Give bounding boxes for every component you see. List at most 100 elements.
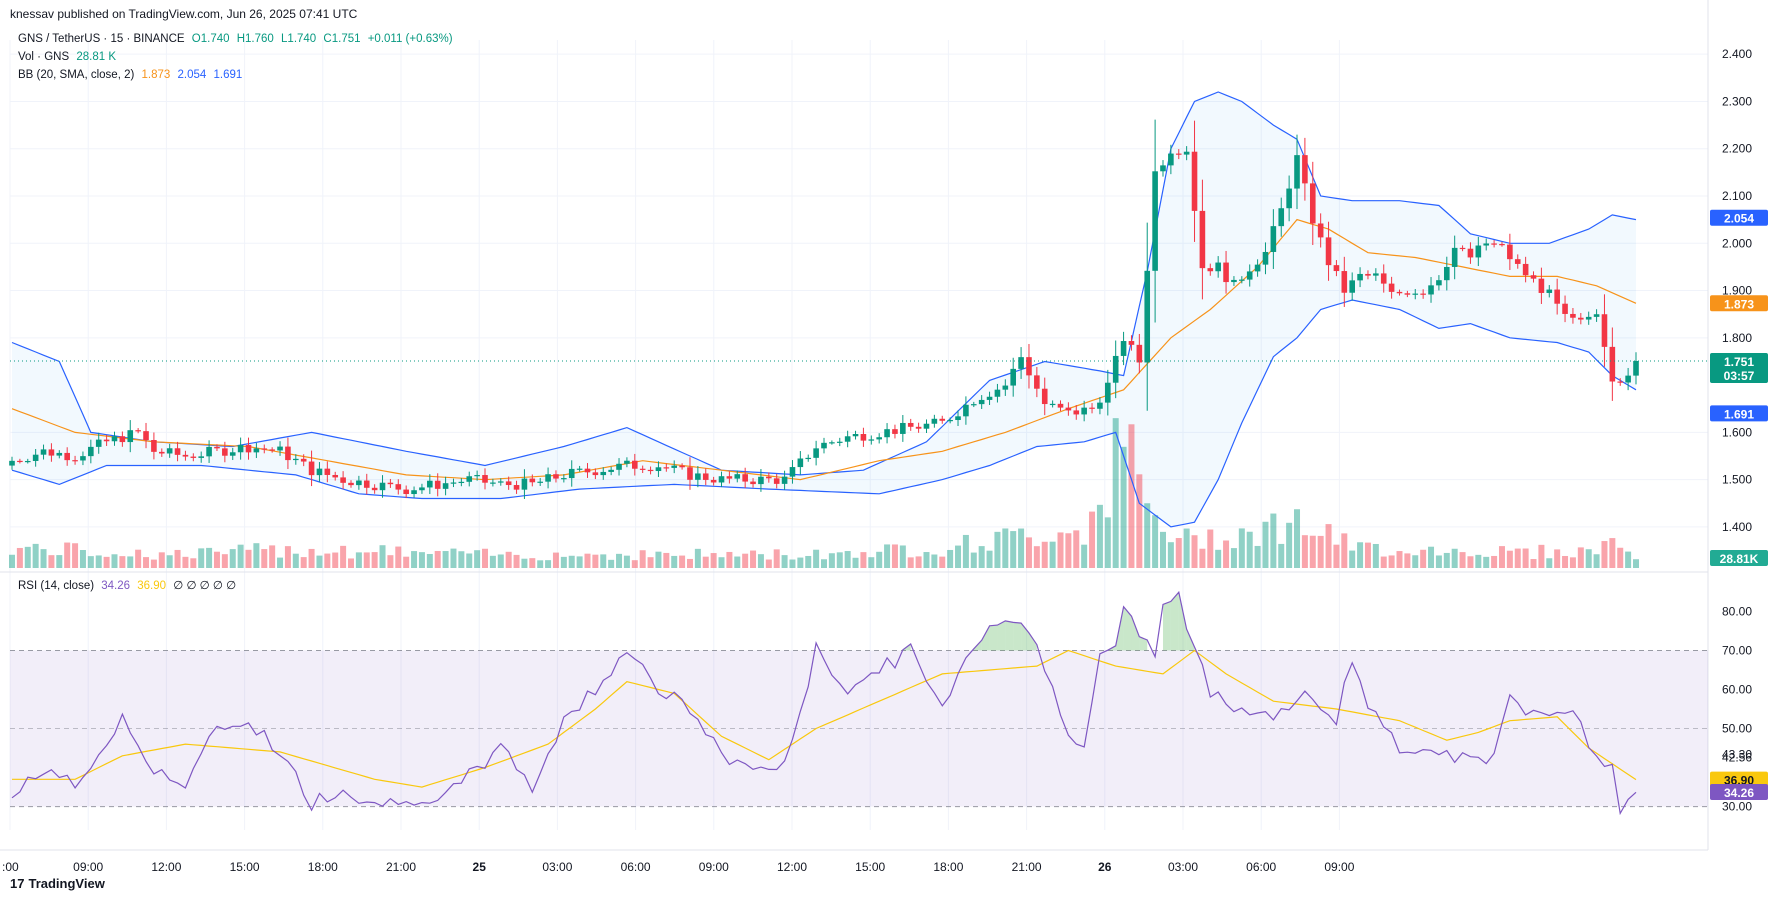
volume-bar — [316, 555, 323, 568]
volume-bar — [1459, 552, 1466, 568]
candle-body — [663, 467, 670, 469]
candle-body — [1081, 407, 1087, 415]
volume-bar — [702, 556, 709, 568]
rsi-badge-bg — [1710, 783, 1768, 800]
candle-body — [403, 489, 409, 495]
publish-header: knessav published on TradingView.com, Ju… — [10, 7, 358, 21]
rsi-tick-label: 50.00 — [1722, 722, 1752, 736]
candle-body — [994, 389, 1001, 397]
candle-body — [237, 444, 244, 453]
volume-bar — [1057, 532, 1064, 568]
volume-bar — [1215, 549, 1222, 568]
volume-bar — [1554, 549, 1561, 568]
candle-body — [1270, 226, 1277, 252]
volume-bar — [813, 549, 820, 568]
candle-body — [466, 476, 473, 482]
volume-bar — [379, 545, 386, 568]
candle-body — [56, 452, 63, 456]
candle-body — [253, 448, 260, 453]
volume-legend[interactable]: Vol · GNS 28.81 K — [18, 51, 120, 63]
candle-body — [1617, 381, 1624, 383]
candle-body — [419, 487, 425, 491]
volume-bar — [1175, 538, 1182, 568]
volume-bar — [213, 551, 220, 568]
candle-body — [95, 439, 102, 447]
volume-bar — [1128, 424, 1135, 568]
volume-bar — [923, 552, 930, 568]
candle-body — [939, 418, 946, 421]
time-tick-label: 06:00 — [1246, 860, 1276, 874]
volume-bar — [158, 552, 165, 568]
candle-body — [1365, 273, 1371, 276]
candle-body — [332, 474, 339, 478]
candle-body — [103, 439, 110, 442]
bb-upper-badge: 2.054 — [1724, 212, 1754, 226]
volume-bar — [40, 549, 47, 568]
time-tick-label: 09:00 — [1324, 860, 1354, 874]
volume-bar — [592, 554, 599, 568]
bb-lower-value: 1.691 — [213, 69, 243, 81]
volume-bar — [616, 553, 623, 568]
candle-body — [166, 448, 173, 454]
candle-body — [1152, 171, 1158, 271]
candle-body — [955, 416, 961, 421]
candle-body — [340, 477, 346, 483]
symbol-title[interactable]: GNS / TetherUS · 15 · BINANCE — [18, 33, 185, 45]
candle-body — [900, 422, 906, 434]
volume-bar — [1380, 556, 1387, 568]
volume-bar — [671, 555, 678, 568]
time-tick-label: 15:00 — [230, 860, 260, 874]
volume-bar — [663, 552, 670, 568]
rsi-tick-label: 60.00 — [1722, 682, 1752, 696]
volume-bar — [143, 557, 150, 568]
candle-body — [986, 396, 993, 400]
volume-bar — [277, 557, 284, 568]
candle-body — [1341, 271, 1348, 293]
volume-bar — [150, 559, 157, 568]
bb-upper-badge-bg — [1710, 209, 1768, 226]
candle-body — [1443, 266, 1450, 281]
volume-bar — [111, 554, 118, 568]
volume-bar — [1278, 543, 1285, 568]
rsi-band-fill — [10, 650, 1708, 807]
bb-legend[interactable]: BB (20, SMA, close, 2) 1.873 2.054 1.691 — [18, 69, 246, 81]
candle-body — [198, 456, 205, 458]
candle-body — [1002, 385, 1009, 390]
volume-bar — [64, 542, 71, 568]
candle-body — [1049, 403, 1056, 406]
bb-lower-badge: 1.691 — [1724, 407, 1754, 421]
candle-body — [963, 404, 969, 417]
volume-bar — [9, 554, 15, 568]
candle-body — [844, 436, 851, 442]
candle-body — [206, 446, 212, 457]
candle-body — [348, 482, 354, 486]
ohlc-open: O1.740 — [191, 33, 230, 45]
volume-bar — [1420, 549, 1427, 568]
volume-bar — [237, 544, 244, 568]
candle-body — [1538, 278, 1545, 293]
volume-bar — [1349, 550, 1356, 568]
tradingview-brand[interactable]: 17 TradingView — [10, 876, 105, 891]
volume-bar — [781, 555, 788, 568]
candle-body — [269, 449, 275, 451]
volume-bar — [182, 556, 189, 568]
volume-bar — [828, 553, 835, 568]
price-tick-label: 2.400 — [1722, 47, 1752, 61]
volume-bar — [608, 559, 615, 568]
candle-body — [553, 474, 559, 479]
rsi-value: 34.26 — [101, 580, 131, 592]
volume-bar — [1191, 535, 1198, 568]
volume-bar — [860, 552, 867, 568]
rsi-legend[interactable]: RSI (14, close) 34.26 36.90 ∅ ∅ ∅ ∅ ∅ — [18, 578, 240, 592]
candle-body — [1609, 346, 1616, 382]
candle-body — [1380, 273, 1387, 284]
time-tick-label: 25 — [473, 860, 487, 874]
volume-bar — [324, 553, 331, 568]
candle-body — [1026, 357, 1032, 376]
candle-body — [1467, 248, 1474, 258]
candle-body — [978, 399, 985, 405]
bb-upper-line — [11, 91, 1637, 476]
volume-bar — [868, 557, 875, 568]
candle-body — [395, 484, 402, 490]
